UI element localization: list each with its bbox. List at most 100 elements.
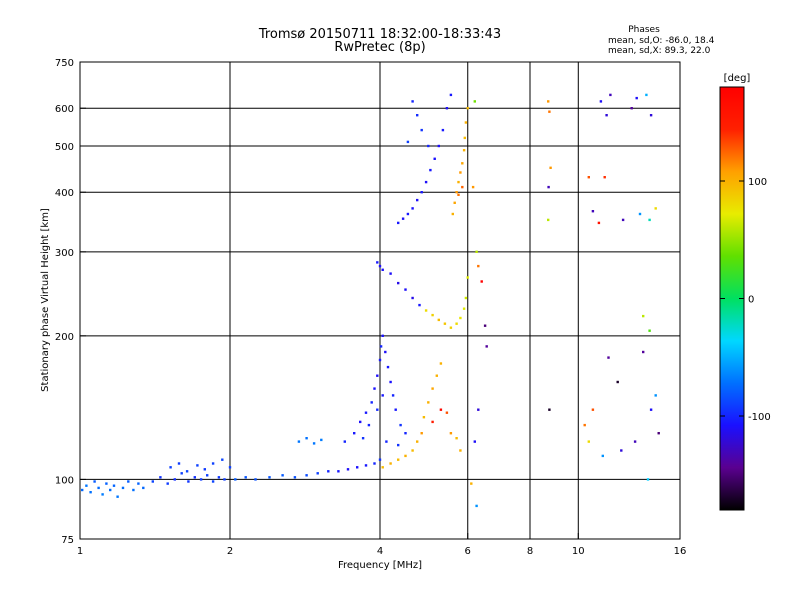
data-point [93,480,96,483]
data-point [420,128,423,132]
data-point [445,411,449,414]
data-point [457,193,460,196]
data-point [359,420,362,424]
data-point [397,443,400,447]
data-point [420,191,423,194]
data-point [466,276,469,279]
data-point [437,144,440,148]
data-point [373,462,376,465]
data-point [648,329,651,332]
data-point [389,462,392,465]
colorbar-label: [deg] [724,73,751,84]
data-point [416,440,419,443]
data-point [370,401,373,404]
x-tick-label: 8 [527,546,533,557]
data-point [461,162,464,165]
data-point [455,322,458,325]
data-point [381,394,384,397]
data-point [435,374,438,377]
data-point [180,472,183,475]
data-point [459,449,462,452]
data-point [399,423,402,427]
data-point [305,437,308,440]
data-point [427,401,430,404]
data-point [455,191,458,194]
data-point [142,486,145,490]
data-point [620,449,623,452]
data-point [217,476,221,479]
data-point [449,93,453,97]
data-point [599,100,603,103]
chart-subtitle: RwPretec (8p) [334,40,425,55]
data-point [433,157,436,160]
data-point [159,476,162,479]
data-point [244,476,247,479]
data-point [616,380,619,384]
data-point [376,408,379,411]
data-point [441,128,445,132]
data-point [424,180,428,184]
data-point [343,440,346,443]
data-point [105,482,108,485]
data-point [411,296,414,300]
colorbar-tick-label: 100 [748,177,767,188]
data-point [654,394,657,397]
x-tick-label: 1 [77,546,83,557]
x-axis-label: Frequency [MHz] [338,560,422,571]
y-tick-label: 200 [55,332,74,343]
data-point [85,484,88,487]
y-tick-label: 400 [55,188,74,199]
data-point [116,495,119,498]
x-tick-label: 10 [572,546,585,557]
data-point [473,440,476,443]
data-point [406,140,410,144]
data-point [254,478,257,481]
data-point [234,478,237,481]
data-point [470,482,473,485]
data-point [411,449,414,452]
data-point [406,212,410,216]
data-point [462,307,466,310]
data-point [361,437,365,440]
data-point [635,96,638,100]
data-point [449,326,453,329]
x-tick-label: 2 [227,546,233,557]
data-point [445,107,449,110]
data-point [378,264,382,268]
data-point [646,478,650,481]
data-point [416,114,419,117]
data-point [373,387,376,390]
data-point [305,474,308,477]
data-point [376,261,379,264]
data-point [431,387,434,390]
data-point [475,250,478,253]
data-point [427,144,430,148]
data-points [81,93,660,508]
y-axis-ticks: 75 100 200 300 400 500 600 750 [55,58,86,546]
colorbar-ticks: 100 0 -100 [720,177,771,423]
data-point [638,212,642,216]
data-point [443,322,447,325]
data-point [485,345,488,348]
data-point [268,476,271,479]
data-point [591,408,595,411]
y-tick-label: 100 [55,475,74,486]
data-point [327,470,330,473]
data-point [605,114,608,117]
data-point [477,264,480,268]
data-point [378,458,382,461]
data-point [356,466,359,469]
y-axis-label: Stationary phase Virtual Height [km] [40,208,51,392]
data-point [607,356,610,359]
data-point [609,93,612,97]
data-point [464,296,468,300]
data-point [422,416,426,419]
data-point [547,100,550,103]
data-point [411,207,414,210]
data-point [642,350,645,354]
data-point [397,458,400,461]
data-point [127,480,130,483]
data-point [633,440,637,443]
data-point [320,438,323,442]
data-point [397,221,400,225]
